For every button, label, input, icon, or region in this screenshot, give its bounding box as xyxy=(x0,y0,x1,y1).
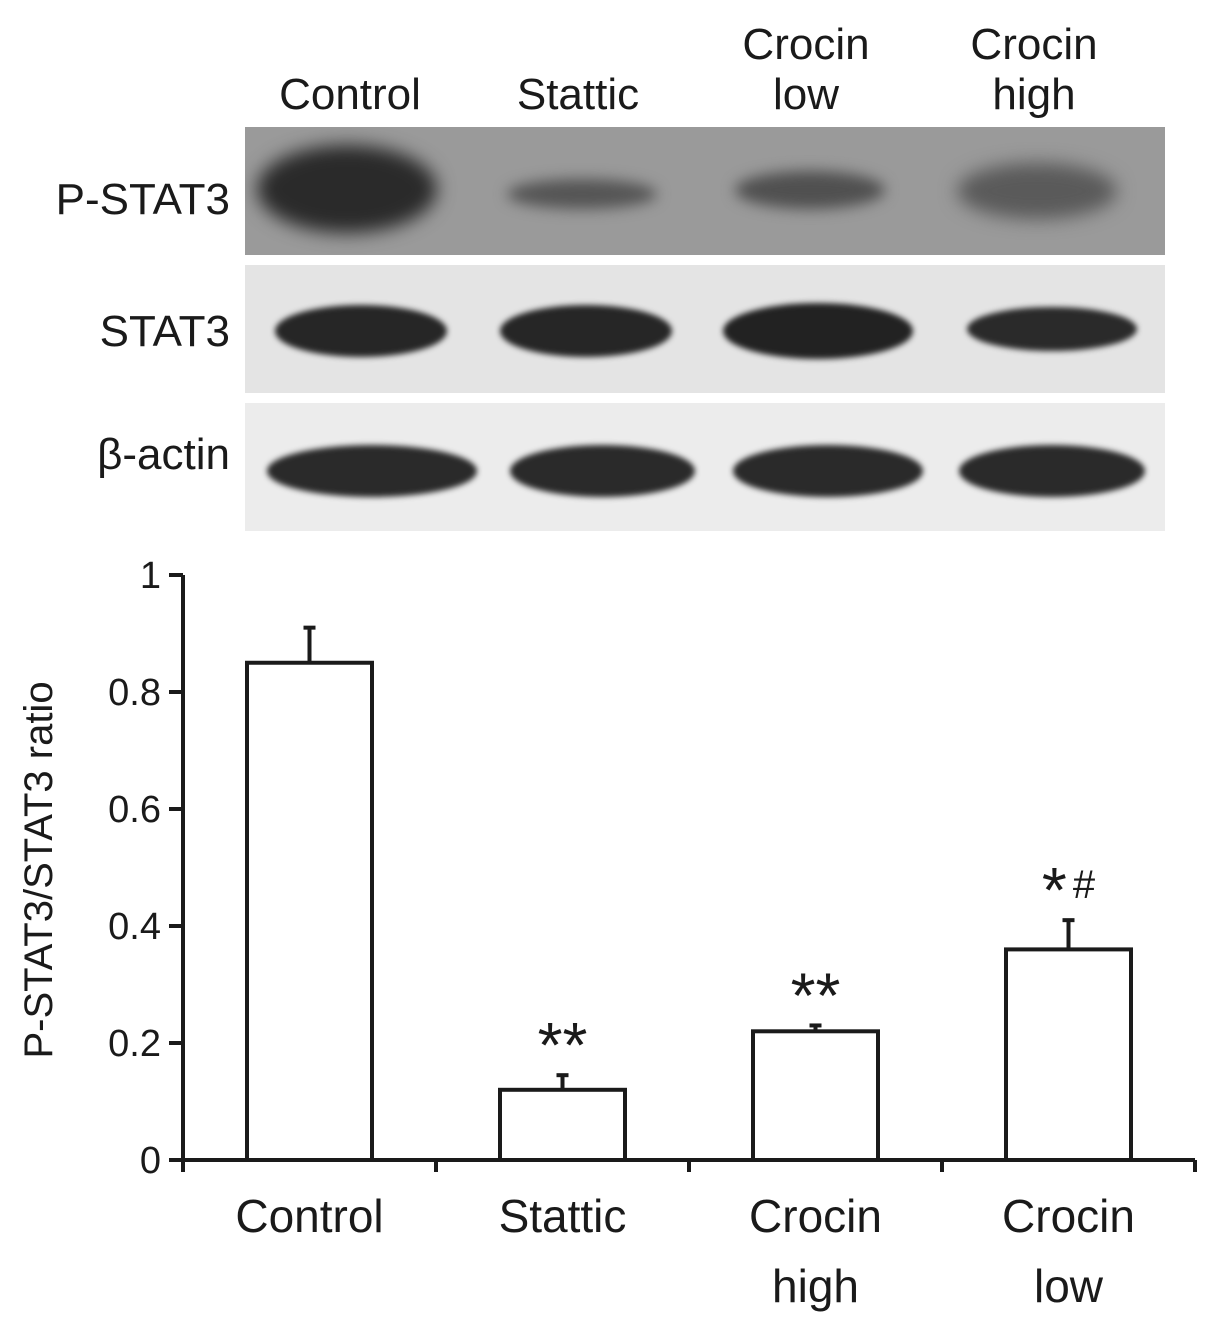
lane-label-line1: Crocin xyxy=(970,20,1098,69)
y-tick-label: 0.8 xyxy=(108,672,161,714)
y-axis-label: P-STAT3/STAT3 ratio xyxy=(17,681,61,1058)
lane-label-line2: Stattic xyxy=(516,70,640,119)
x-category-label: Crocin xyxy=(749,1190,882,1242)
bar xyxy=(1004,947,1133,1163)
lane-label-line1 xyxy=(240,20,460,70)
band xyxy=(957,163,1117,219)
bar xyxy=(245,660,374,1162)
significance-annotation: ** xyxy=(791,959,841,1031)
row-label-beta-actin: β-actin xyxy=(97,430,230,479)
significance-annotation: * # xyxy=(1042,854,1096,926)
band xyxy=(735,171,885,209)
y-tick-label: 0 xyxy=(140,1140,161,1182)
lane-label-line1: Crocin xyxy=(742,20,870,69)
band xyxy=(500,305,672,357)
x-category-label: Control xyxy=(235,1190,383,1242)
band xyxy=(267,445,477,497)
lane-label-crocin-high: Crocin high xyxy=(924,20,1144,120)
blot-panel-stat3 xyxy=(245,265,1165,393)
y-tick-label: 0.6 xyxy=(108,789,161,831)
x-category-label: Crocin xyxy=(1002,1190,1135,1242)
band xyxy=(959,445,1145,497)
bars: ** ** * # xyxy=(245,625,1133,1163)
blot-panel-beta-actin xyxy=(245,403,1165,531)
bar xyxy=(498,1087,627,1163)
row-label-stat3: STAT3 xyxy=(99,307,230,356)
y-tick-label: 1 xyxy=(140,555,161,597)
lane-label-control: Control xyxy=(240,20,460,120)
row-label-p-stat3: P-STAT3 xyxy=(55,175,230,224)
lane-label-line2: Control xyxy=(279,70,421,119)
x-category-label: low xyxy=(1034,1260,1104,1312)
lane-label-line2: high xyxy=(992,70,1076,119)
lane-label-stattic: Stattic xyxy=(468,20,688,120)
band xyxy=(723,303,913,359)
lane-label-line1 xyxy=(468,20,688,70)
band xyxy=(510,445,695,497)
band xyxy=(275,305,447,357)
bar-chart: 0 0.2 0.4 0.6 0.8 1 ** ** * # Control Stattic Croc… xyxy=(17,555,1197,1312)
y-tick-label: 0.2 xyxy=(108,1023,161,1065)
lane-label-line2: low xyxy=(772,70,840,119)
x-labels: Control Stattic Crocin high Crocin low xyxy=(235,1190,1135,1312)
band xyxy=(507,179,657,209)
lane-label-crocin-low: Crocin low xyxy=(696,20,916,120)
band xyxy=(967,307,1137,351)
band xyxy=(733,445,923,497)
bar xyxy=(751,1029,880,1163)
x-category-label: Stattic xyxy=(499,1190,627,1242)
blot-panel-p-stat3 xyxy=(245,127,1165,255)
band xyxy=(257,145,437,233)
y-axis: 0 0.2 0.4 0.6 0.8 1 xyxy=(108,555,185,1182)
significance-annotation: ** xyxy=(538,1009,588,1081)
y-tick-label: 0.4 xyxy=(108,906,161,948)
x-category-label: high xyxy=(772,1260,859,1312)
